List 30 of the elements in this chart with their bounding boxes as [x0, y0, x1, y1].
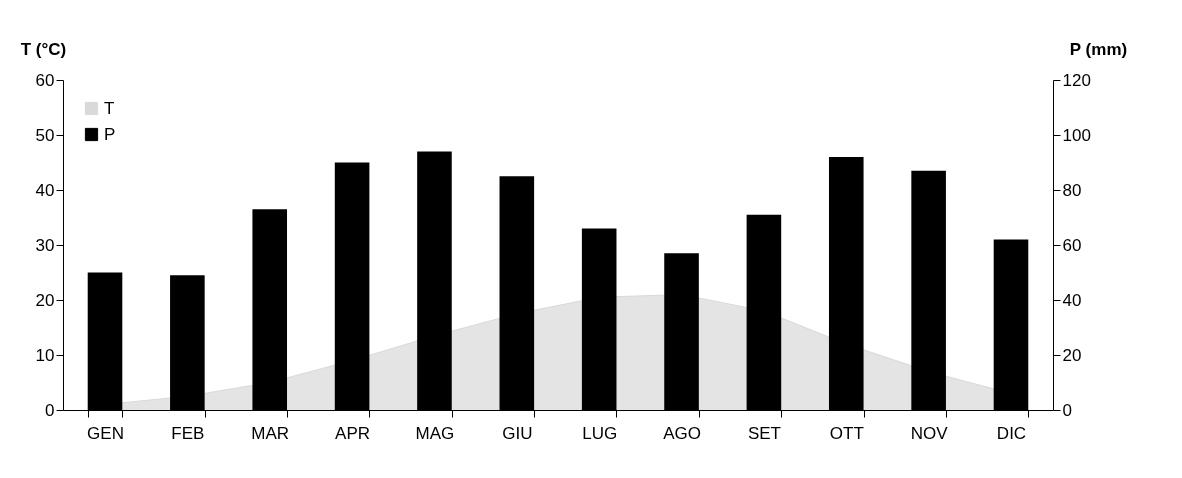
- legend-label: P: [104, 124, 116, 144]
- x-tick-label: MAR: [251, 423, 290, 443]
- x-tick-label: GEN: [87, 423, 124, 443]
- y2-tick-label: 40: [1062, 290, 1082, 310]
- y-tick-label: 0: [45, 400, 55, 420]
- x-tick-label: FEB: [171, 423, 205, 443]
- x-tick-label: LUG: [582, 423, 618, 443]
- y-tick-label: 60: [35, 70, 55, 90]
- x-tick-label: NOV: [910, 423, 949, 443]
- legend-label: T: [104, 98, 115, 118]
- y2-tick-label: 100: [1062, 125, 1091, 145]
- y2-tick-label: 120: [1062, 70, 1091, 90]
- x-tick-label: AGO: [663, 423, 701, 443]
- y2-tick-label: 20: [1062, 345, 1082, 365]
- x-tick-label: MAG: [415, 423, 455, 443]
- x-tick-label: DIC: [996, 423, 1027, 443]
- y2-tick-label: 80: [1062, 180, 1082, 200]
- y-tick-label: 10: [35, 345, 55, 365]
- y-tick-label: 40: [35, 180, 55, 200]
- x-tick-label: SET: [747, 423, 781, 443]
- y2-tick-label: 0: [1062, 400, 1072, 420]
- y-tick-label: 50: [35, 125, 55, 145]
- y2-tick-label: 60: [1062, 235, 1082, 255]
- x-tick-label: APR: [335, 423, 371, 443]
- y-tick-label: 20: [35, 290, 55, 310]
- x-tick-label: GIU: [502, 423, 533, 443]
- y-axis-title: T (°C): [20, 39, 67, 59]
- y2-axis-title: P (mm): [1069, 39, 1128, 59]
- y-tick-label: 30: [35, 235, 55, 255]
- x-tick-label: OTT: [829, 423, 864, 443]
